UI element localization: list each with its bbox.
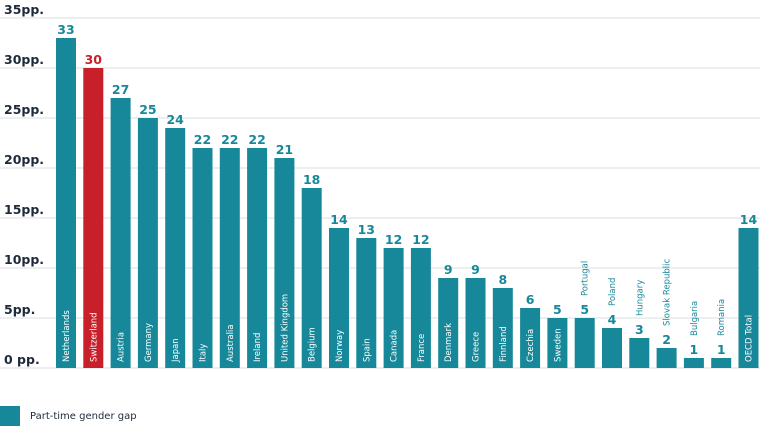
category-label: United Kingdom [280,294,290,362]
value-label: 2 [662,332,671,347]
category-label: Sweden [553,328,563,362]
value-label: 14 [740,212,758,227]
value-label: 24 [166,112,184,127]
bar [711,358,732,368]
bar [110,98,131,368]
y-tick-label: 15pp. [4,202,44,217]
bar [683,358,704,368]
category-label: Switzerland [89,312,99,362]
bar [356,238,377,368]
category-label: Ireland [253,333,263,362]
y-tick-label: 0 pp. [4,352,40,367]
value-label: 14 [330,212,348,227]
bar [629,338,650,368]
category-label: Belgium [308,327,318,362]
bar [520,308,541,368]
category-labels: Netherlands Switzerland Austria Germany Japa… [62,259,755,363]
bar [137,118,158,368]
category-label: OECD Total [745,315,755,362]
category-label: Canada [390,330,400,362]
category-label: Norway [335,330,345,362]
value-label: 13 [358,222,375,237]
bar [492,288,513,368]
bar [219,148,240,368]
value-label: 30 [85,52,103,67]
value-label: 12 [412,232,429,247]
value-label: 8 [498,272,507,287]
bars [56,38,759,368]
category-label: Italy [199,344,209,362]
bar [83,68,104,368]
category-label: Netherlands [62,310,72,362]
value-label: 21 [276,142,293,157]
category-label: Spain [362,338,372,362]
value-label: 22 [248,132,265,147]
category-label: Finnland [499,326,509,362]
category-label: Poland [608,278,618,306]
bar [438,278,459,368]
value-label: 33 [57,22,74,37]
bar [656,348,677,368]
category-label: Portugal [581,261,591,296]
category-label: Bulgaria [690,301,700,336]
category-label: France [417,334,427,362]
category-label: Romania [717,299,727,336]
category-label: Greece [472,332,482,362]
value-label: 4 [608,312,617,327]
bar [574,318,595,368]
value-label: 1 [690,342,699,357]
category-label: Hungary [635,280,645,316]
category-label: Austria [117,332,127,362]
value-label: 5 [580,302,589,317]
value-label: 18 [303,172,320,187]
legend: Part-time gender gap [0,406,137,426]
bar [602,328,622,368]
bar [247,148,268,368]
legend-label: Part-time gender gap [30,410,137,422]
bar-chart: 0 pp.5pp.10pp.15pp.20pp.25pp.30pp.35pp. … [0,2,760,369]
value-label: 1 [717,342,726,357]
bar [56,38,76,368]
value-label: 9 [471,262,480,277]
value-label: 27 [112,82,129,97]
category-label: Australia [226,324,236,362]
value-label: 25 [139,102,156,117]
bar [547,318,568,368]
bar [383,248,404,368]
bar [274,158,295,368]
category-label: Japan [171,338,181,363]
value-label: 12 [385,232,402,247]
bar [738,228,759,368]
value-label: 5 [553,302,562,317]
value-label: 9 [444,262,453,277]
y-tick-label: 30pp. [4,52,44,67]
y-tick-label: 35pp. [4,2,44,17]
bar [301,188,322,368]
y-tick-label: 5pp. [4,302,35,317]
bar [465,278,486,368]
bar [329,228,349,368]
bar [410,248,431,368]
bar [165,128,186,368]
value-label: 22 [194,132,211,147]
category-label: Czechia [526,329,536,362]
y-axis-tick-labels: 0 pp. 5pp. 10pp. 15pp. 20pp. 25pp. 30pp. 35pp. [4,2,44,367]
value-label: 22 [221,132,238,147]
category-label: Germany [144,323,154,362]
value-label: 6 [526,292,535,307]
y-tick-label: 10pp. [4,252,44,267]
category-label: Slovak Republic [663,259,673,326]
y-tick-label: 20pp. [4,152,44,167]
value-label: 3 [635,322,644,337]
category-label: Denmark [444,323,454,362]
y-tick-label: 25pp. [4,102,44,117]
bar [192,148,213,368]
legend-swatch [0,406,20,426]
